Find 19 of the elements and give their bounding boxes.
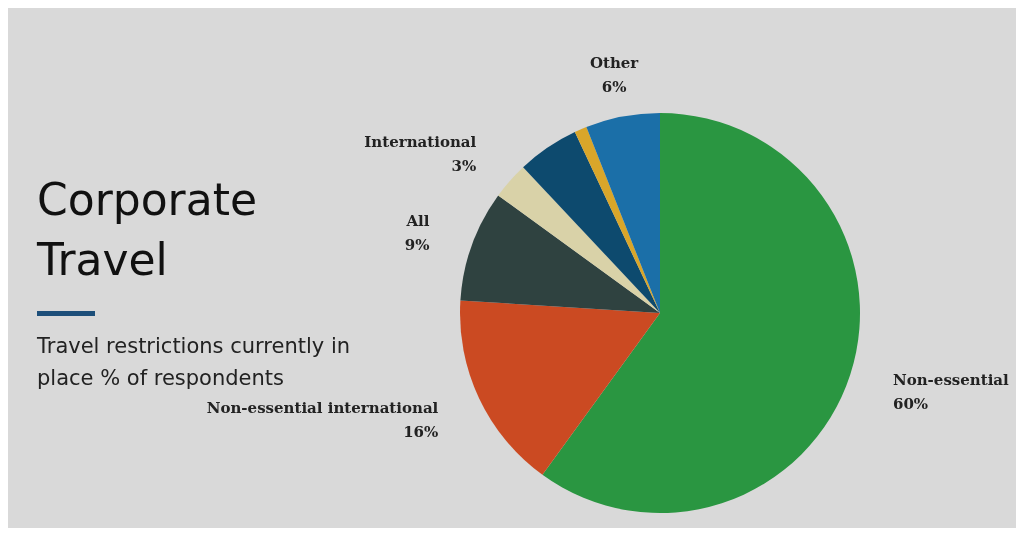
data-label: 16%: [403, 423, 439, 442]
data-label: 60%: [893, 394, 929, 413]
pie-slice: [523, 132, 660, 313]
data-label: 3%: [451, 156, 477, 175]
slice-label: International: [364, 132, 477, 151]
pie-slice: [542, 113, 860, 513]
data-label: 6%: [601, 78, 627, 97]
slice-label: Non-essential international: [206, 399, 439, 418]
pie-slice: [460, 195, 660, 313]
slice-label: All: [405, 212, 430, 231]
text: Corporate Travel: [37, 173, 258, 287]
pie-slice: [586, 113, 660, 313]
pie-slice: [460, 300, 660, 475]
slice-label: Other: [589, 54, 640, 73]
pie-slice: [574, 127, 660, 313]
slice-label: Non-essential: [893, 370, 1010, 389]
text: Travel restrictions currently in place % of respondents: [37, 333, 352, 392]
pie-slice: [498, 167, 660, 313]
data-label: 9%: [404, 236, 430, 255]
